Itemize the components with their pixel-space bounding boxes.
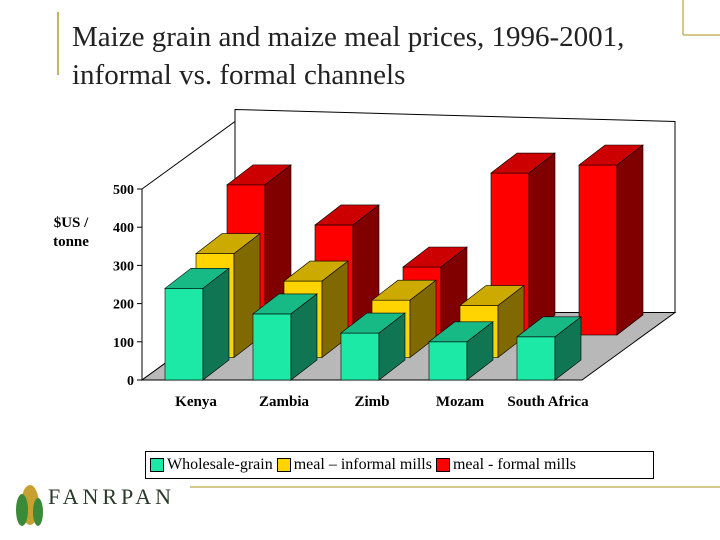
bar-front [428,341,468,381]
bar-front [516,336,556,381]
x-tick-label: Zimb [354,394,390,410]
legend-label: meal - formal mills [452,456,577,473]
bar-front [252,313,292,381]
bar-side [378,312,406,381]
y-axis-label: $US / tonne [53,215,89,250]
bar-front [340,332,380,381]
bar [164,267,230,381]
bar-side [616,144,644,336]
logo-text: FANRPAN [48,484,176,509]
bar-side [528,152,556,336]
y-tick-label: 100 [113,336,134,351]
y-tick-label: 500 [113,183,134,198]
y-tick-label: 0 [127,374,134,389]
legend: Wholesale-grain meal – informal mills meal… [145,451,654,479]
bar [516,316,582,381]
bar-front [578,164,618,336]
bar-side [290,293,318,381]
x-tick-label: Mozam [435,394,485,410]
x-tick-label: South Africa [507,394,589,410]
legend-label: Wholesale-grain [167,456,273,473]
y-tick-label: 200 [113,298,134,313]
bar [252,293,318,381]
x-tick-label: Zambia [258,394,309,410]
y-tick-label: 300 [113,259,134,274]
bar [340,312,406,381]
y-tick-label: 400 [113,221,134,236]
legend-swatch [276,458,291,472]
legend-label: meal – informal mills [293,456,432,473]
bar-side [202,267,230,381]
bar-side [466,321,494,381]
chart-title: Maize grain and maize meal prices, 1996-… [72,21,625,91]
bar-side [554,316,582,381]
bar-front [164,288,204,381]
bar [578,144,644,336]
bar [428,321,494,381]
logo-icon [16,485,43,526]
x-tick-label: Kenya [175,394,217,410]
legend-swatch [150,458,164,472]
legend-swatch [435,458,450,472]
